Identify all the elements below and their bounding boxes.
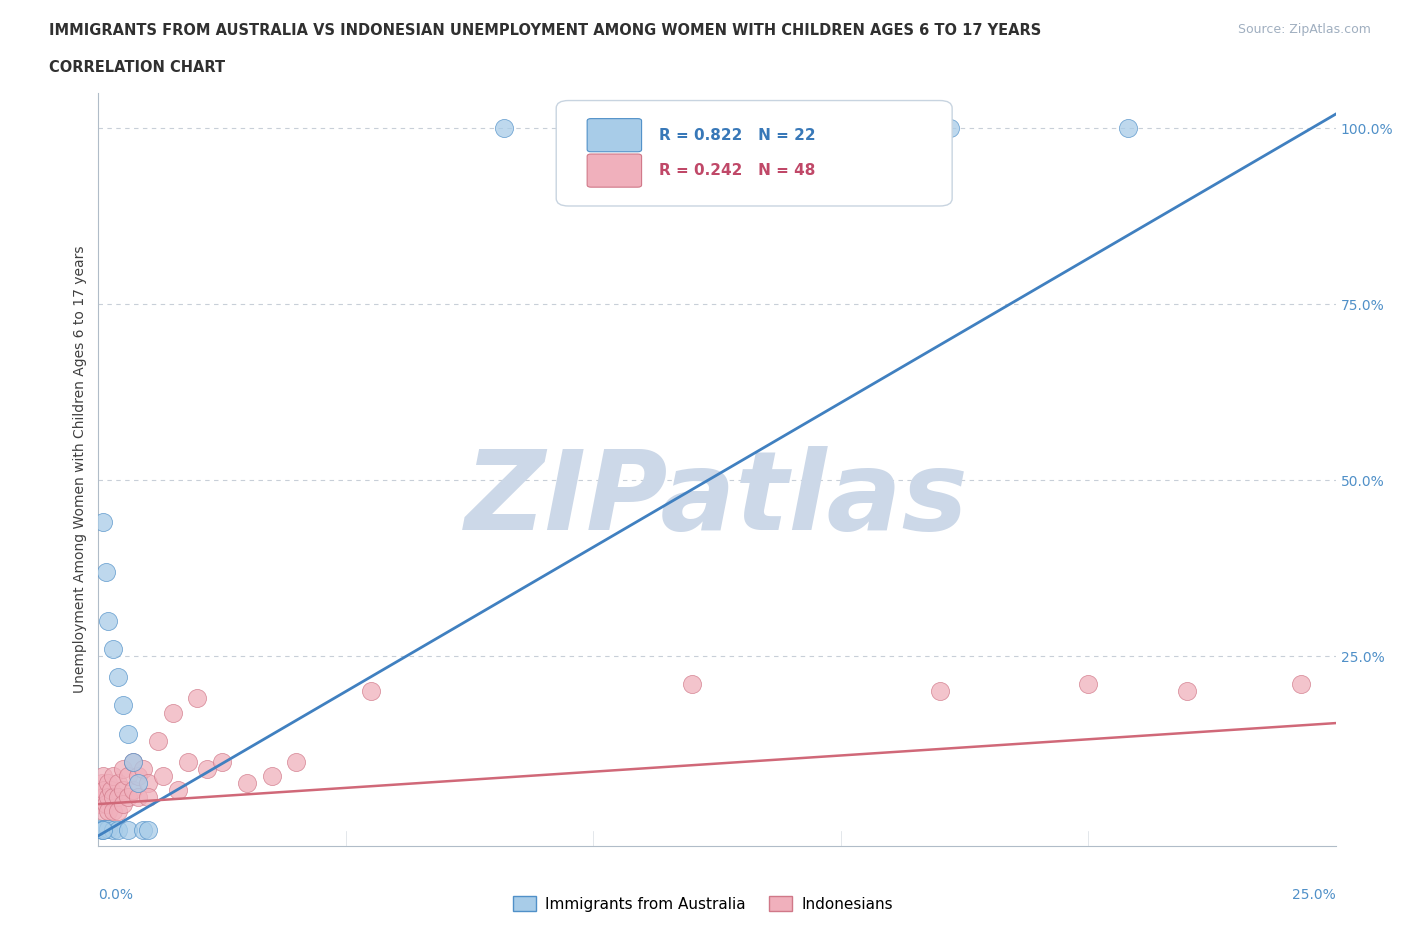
- FancyBboxPatch shape: [588, 119, 641, 152]
- FancyBboxPatch shape: [557, 100, 952, 206]
- Text: 0.0%: 0.0%: [98, 888, 134, 902]
- Y-axis label: Unemployment Among Women with Children Ages 6 to 17 years: Unemployment Among Women with Children A…: [73, 246, 87, 694]
- Text: Source: ZipAtlas.com: Source: ZipAtlas.com: [1237, 23, 1371, 36]
- Text: CORRELATION CHART: CORRELATION CHART: [49, 60, 225, 75]
- Text: 25.0%: 25.0%: [1292, 888, 1336, 902]
- Text: ZIPatlas: ZIPatlas: [465, 446, 969, 553]
- Text: R = 0.822   N = 22: R = 0.822 N = 22: [659, 127, 815, 142]
- FancyBboxPatch shape: [588, 154, 641, 187]
- Text: R = 0.242   N = 48: R = 0.242 N = 48: [659, 163, 815, 178]
- Legend: Immigrants from Australia, Indonesians: Immigrants from Australia, Indonesians: [508, 889, 898, 918]
- Text: IMMIGRANTS FROM AUSTRALIA VS INDONESIAN UNEMPLOYMENT AMONG WOMEN WITH CHILDREN A: IMMIGRANTS FROM AUSTRALIA VS INDONESIAN …: [49, 23, 1042, 38]
